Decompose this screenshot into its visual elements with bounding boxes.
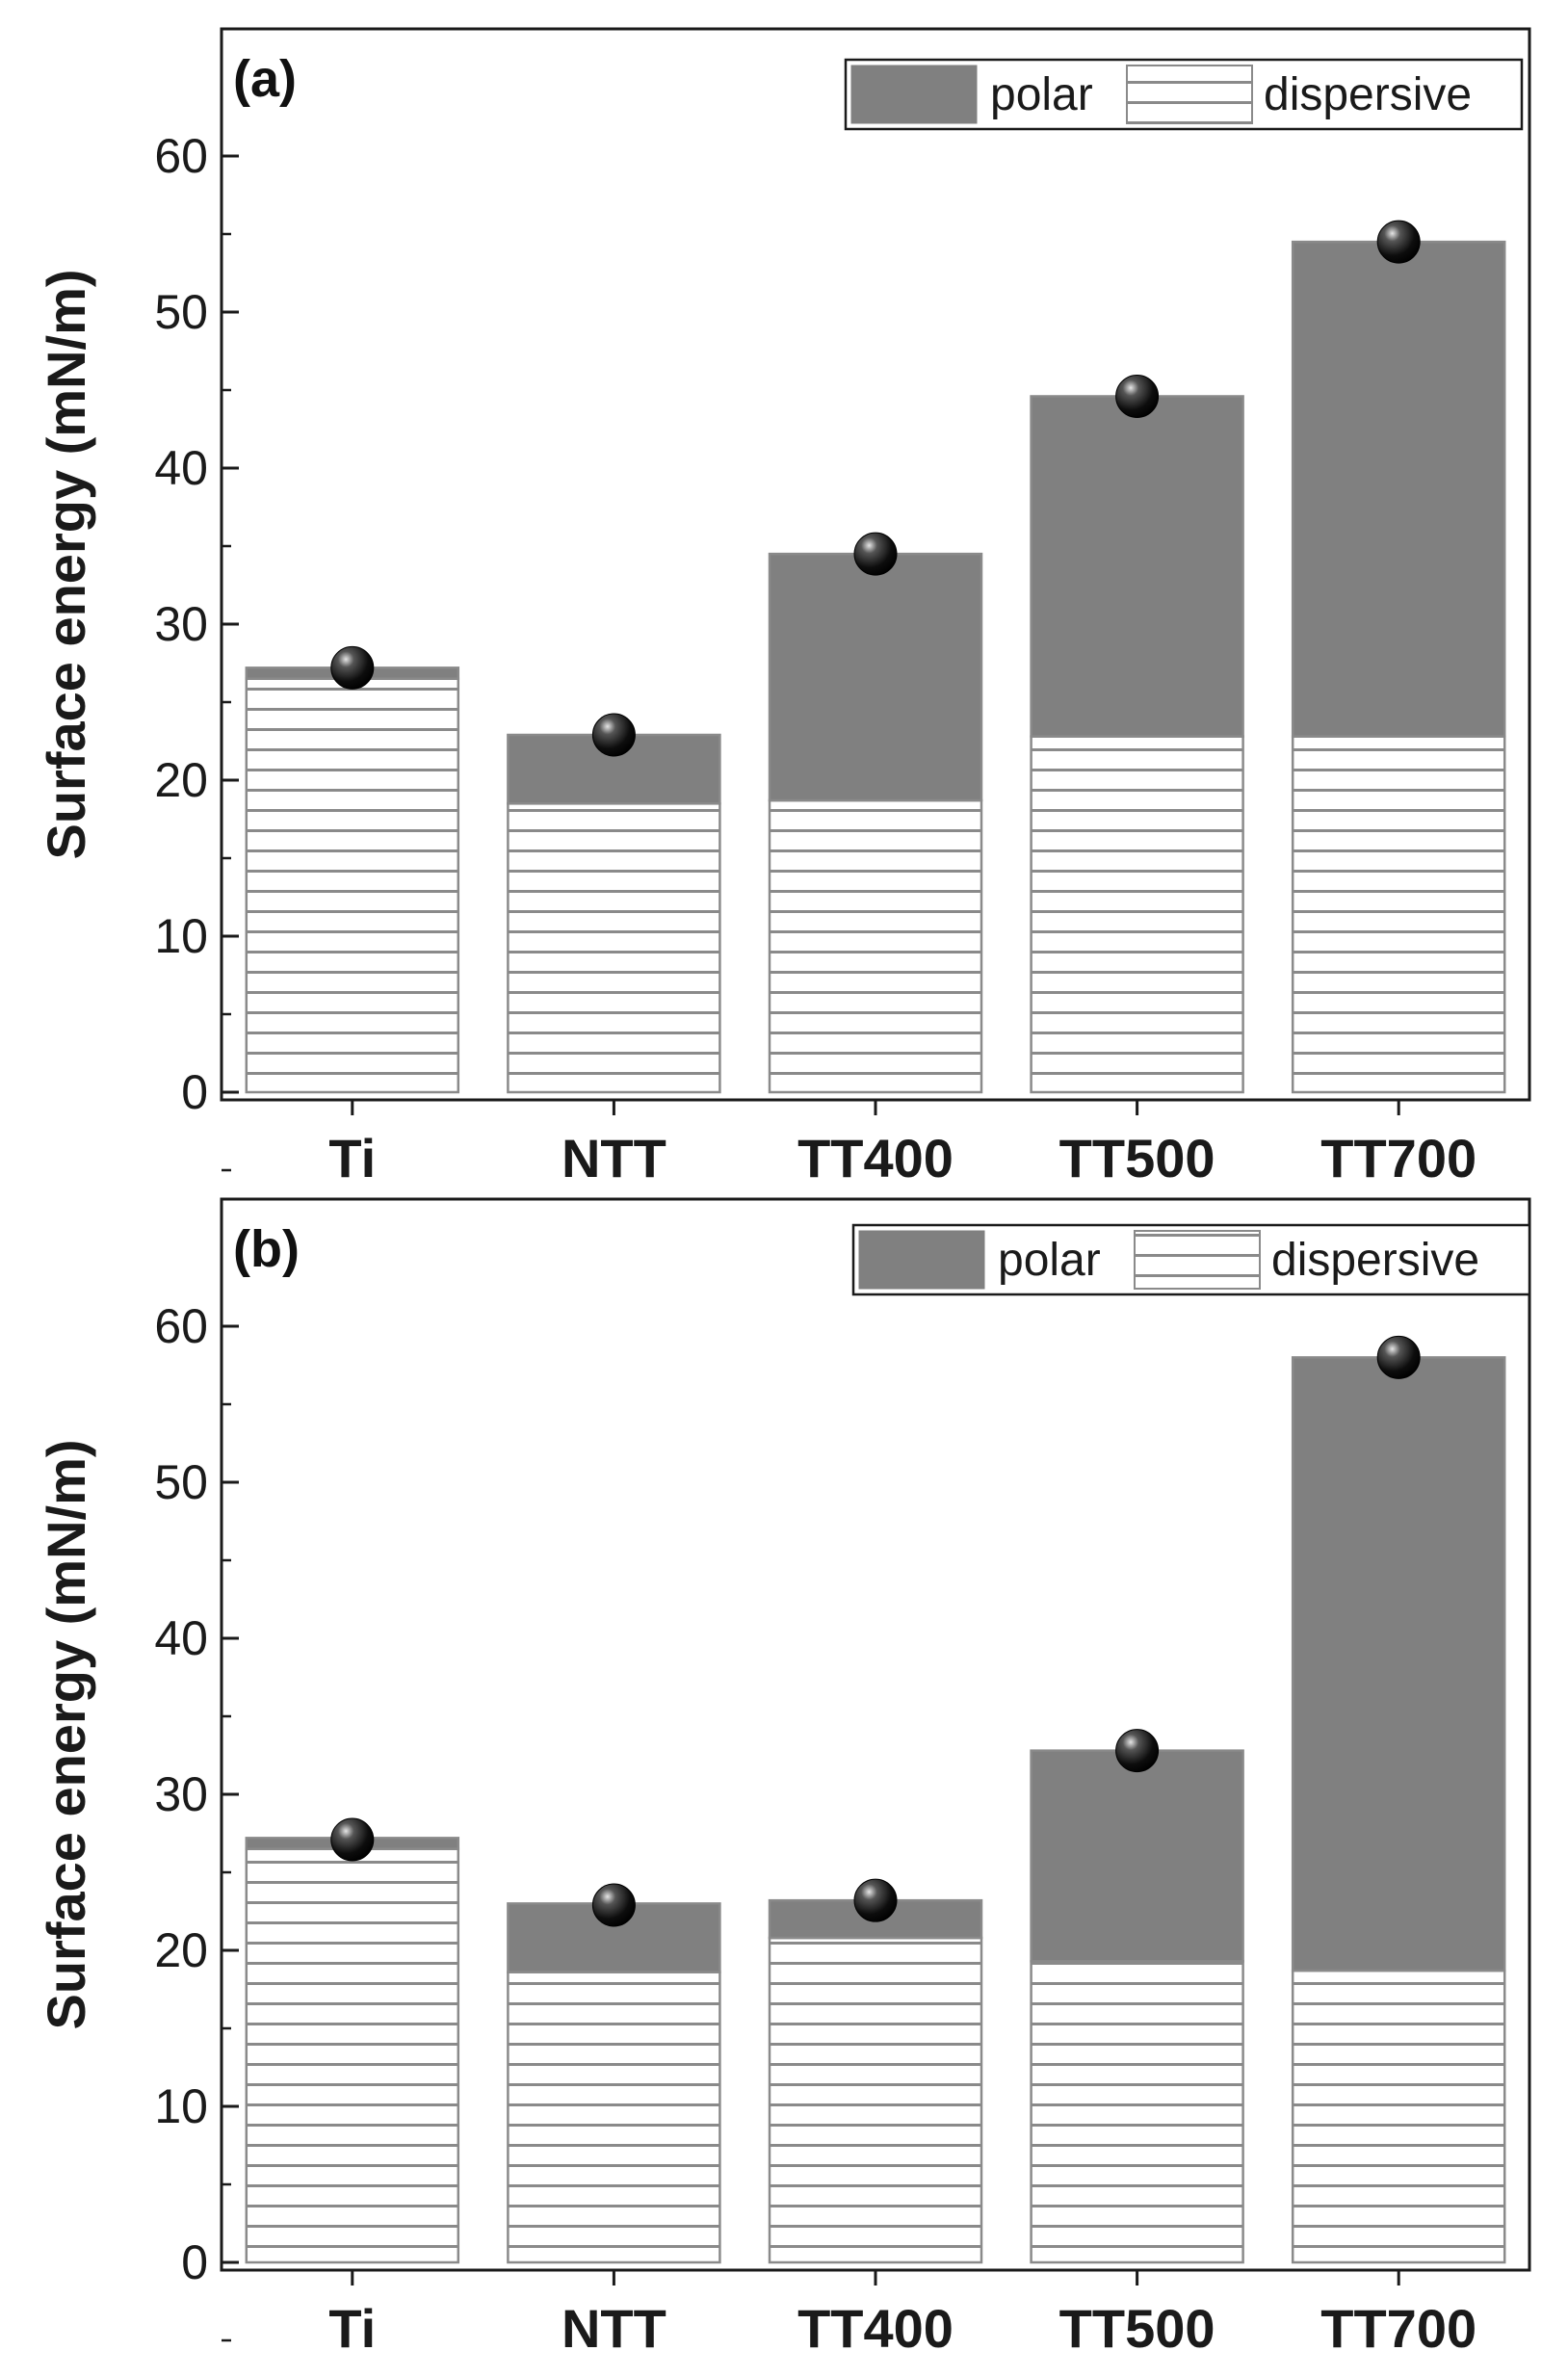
panel-b-total-marker-Ti bbox=[330, 1817, 375, 1862]
panel-b-bar-dispersive-TT500 bbox=[1030, 1960, 1244, 2264]
panel-b-ytick-label-40: 40 bbox=[154, 1611, 208, 1665]
panel-b-category-label-Ti: Ti bbox=[328, 2298, 376, 2359]
panel-b-total-marker-TT700 bbox=[1376, 1335, 1421, 1379]
panel-a-bar-polar-TT700 bbox=[1291, 240, 1506, 738]
panel-a-total-marker-Ti bbox=[330, 645, 375, 690]
panel-b-ylabel: Surface energy (mN/m) bbox=[36, 1439, 96, 2029]
panel-b-legend-swatch-polar bbox=[858, 1230, 985, 1290]
panel-a-ytick-label-40: 40 bbox=[154, 441, 208, 495]
panel-b-bar-dispersive-Ti bbox=[245, 1847, 460, 2264]
panel-b-category-label-TT400: TT400 bbox=[797, 2298, 954, 2359]
panel-a-bar-dispersive-TT400 bbox=[768, 798, 983, 1094]
panel-b-legend-swatch-dispersive bbox=[1134, 1230, 1261, 1290]
panel-a-total-marker-TT400 bbox=[853, 532, 898, 576]
panel-b-total-marker-NTT bbox=[591, 1883, 636, 1927]
panel-a-bar-dispersive-TT500 bbox=[1030, 735, 1244, 1094]
panel-a-bar-dispersive-NTT bbox=[507, 802, 721, 1094]
panel-b-ytick-label-60: 60 bbox=[154, 1299, 208, 1353]
panel-b-bar-dispersive-TT400 bbox=[768, 1936, 983, 2264]
panel-a-ytick-label-0: 0 bbox=[181, 1065, 208, 1119]
panel-a-legend-label-polar: polar bbox=[990, 69, 1093, 120]
panel-a-bar-polar-TT400 bbox=[768, 552, 983, 802]
panel-a-ytick-label-10: 10 bbox=[154, 909, 208, 963]
panel-a-ytick-label-60: 60 bbox=[154, 129, 208, 183]
panel-a-bar-dispersive-Ti bbox=[245, 677, 460, 1094]
panel-a-legend: polar dispersive bbox=[844, 58, 1524, 131]
panel-a-category-label-TT400: TT400 bbox=[797, 1128, 954, 1188]
panel-b-bar-dispersive-NTT bbox=[507, 1971, 721, 2264]
panel-a-ylabel: Surface energy (mN/m) bbox=[36, 269, 96, 859]
panel-b-bar-polar-TT700 bbox=[1291, 1356, 1506, 1972]
panel-a-legend-swatch-dispersive bbox=[1126, 65, 1253, 124]
panel-b-legend-label-polar: polar bbox=[998, 1235, 1101, 1286]
panel-b-category-label-TT700: TT700 bbox=[1320, 2298, 1477, 2359]
panel-b-ytick-label-20: 20 bbox=[154, 1923, 208, 1977]
panel-b-ytick-label-30: 30 bbox=[154, 1767, 208, 1821]
panel-b-category-label-NTT: NTT bbox=[562, 2298, 666, 2359]
panel-a-category-label-TT700: TT700 bbox=[1320, 1128, 1477, 1188]
panel-a-category-label-NTT: NTT bbox=[562, 1128, 666, 1188]
panel-b-panel-label: (b) bbox=[233, 1220, 300, 1278]
panel-a-total-marker-NTT bbox=[591, 713, 636, 757]
panel-a-ytick-label-20: 20 bbox=[154, 753, 208, 807]
panel-b-legend-label-dispersive: dispersive bbox=[1271, 1235, 1479, 1286]
panel-b-ytick-label-10: 10 bbox=[154, 2079, 208, 2133]
panel-b-ytick-label-50: 50 bbox=[154, 1455, 208, 1509]
panel-a-ytick-label-50: 50 bbox=[154, 285, 208, 339]
panel-a-legend-swatch-polar bbox=[850, 65, 978, 124]
panel-a-ytick-label-30: 30 bbox=[154, 597, 208, 651]
panel-a-chart: 0 10 20 30 40 50 60 Ti NTT TT400 TT500 TT700 Surface… bbox=[36, 27, 1531, 1188]
panel-b-total-marker-TT400 bbox=[853, 1878, 898, 1922]
panel-a-category-label-Ti: Ti bbox=[328, 1128, 376, 1188]
panel-a-panel-label: (a) bbox=[233, 50, 297, 108]
panel-a-total-marker-TT700 bbox=[1376, 220, 1421, 264]
panel-b-bar-dispersive-TT700 bbox=[1291, 1969, 1506, 2264]
panel-b-legend: polar dispersive bbox=[851, 1223, 1531, 1296]
panel-b-total-marker-TT500 bbox=[1115, 1729, 1160, 1773]
panel-a-bar-dispersive-TT700 bbox=[1291, 735, 1506, 1094]
panel-a-legend-label-dispersive: dispersive bbox=[1264, 69, 1472, 120]
panel-b-category-label-TT500: TT500 bbox=[1059, 2298, 1215, 2359]
panel-a-category-label-TT500: TT500 bbox=[1059, 1128, 1215, 1188]
panel-a-bar-polar-TT500 bbox=[1030, 395, 1244, 738]
panel-a-total-marker-TT500 bbox=[1115, 374, 1160, 418]
panel-b-ytick-label-0: 0 bbox=[181, 2235, 208, 2289]
panel-b-bar-polar-TT500 bbox=[1030, 1749, 1244, 1963]
panel-b-chart: 0 10 20 30 40 50 60 Ti NTT TT400 TT500 TT700 Surface… bbox=[36, 1197, 1531, 2359]
